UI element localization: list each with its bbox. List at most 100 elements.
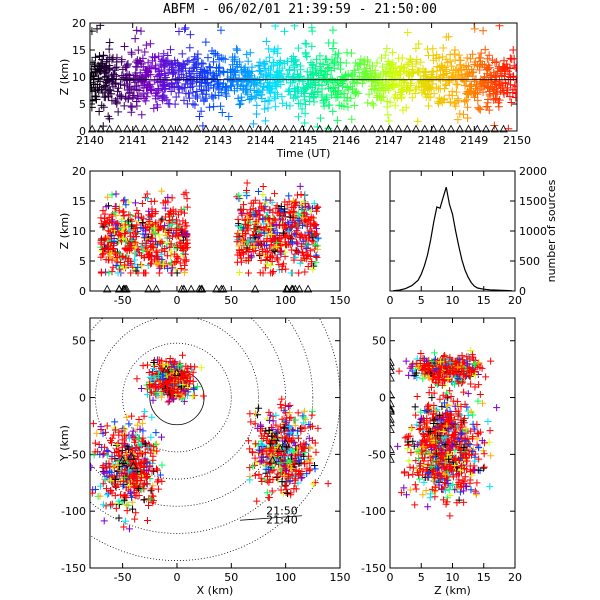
source-marker	[246, 94, 255, 103]
source-marker	[121, 92, 130, 101]
source-marker	[304, 251, 312, 259]
source-marker	[108, 191, 116, 199]
source-marker	[254, 188, 262, 196]
source-marker	[113, 253, 121, 261]
source-marker	[267, 261, 275, 269]
source-marker	[422, 487, 430, 495]
source-marker	[455, 476, 463, 484]
source-marker	[463, 360, 471, 368]
source-marker	[91, 486, 99, 494]
source-marker	[97, 214, 105, 222]
source-marker	[308, 60, 317, 69]
y-tick-label: -150	[361, 562, 386, 575]
source-marker	[371, 69, 380, 78]
source-marker	[136, 476, 144, 484]
source-marker	[311, 465, 319, 473]
source-marker	[169, 357, 177, 365]
source-marker	[161, 222, 169, 230]
source-marker	[121, 221, 129, 229]
source-marker	[427, 84, 436, 93]
source-marker	[286, 423, 294, 431]
source-marker	[176, 238, 184, 246]
source-marker	[91, 439, 99, 447]
source-marker	[259, 247, 267, 255]
source-marker	[108, 439, 116, 447]
source-marker	[299, 221, 307, 229]
source-marker	[126, 488, 134, 496]
source-marker	[440, 63, 449, 72]
source-marker	[139, 219, 147, 227]
y-tick-label: 15	[72, 195, 86, 208]
source-marker	[281, 433, 289, 441]
source-marker	[347, 115, 356, 124]
source-marker	[106, 250, 114, 258]
source-marker	[411, 89, 420, 98]
source-marker	[412, 55, 421, 64]
source-marker	[146, 39, 155, 48]
y-tick-label: 5	[79, 255, 86, 268]
source-marker	[111, 79, 120, 88]
source-marker	[294, 99, 303, 108]
source-marker	[286, 477, 294, 485]
source-marker	[301, 460, 309, 468]
source-marker	[285, 192, 293, 200]
station-marker	[219, 124, 228, 133]
source-marker	[412, 411, 420, 419]
source-marker	[311, 240, 319, 248]
source-marker	[471, 58, 480, 67]
source-marker	[179, 96, 188, 105]
station-marker	[282, 284, 292, 293]
source-marker	[164, 264, 172, 272]
source-marker	[242, 81, 251, 90]
y-tick-label: 50	[72, 335, 86, 348]
source-marker	[174, 386, 182, 394]
source-marker	[242, 256, 250, 264]
y-axis-label: number of sources	[545, 179, 558, 282]
source-marker	[174, 223, 182, 231]
source-marker	[158, 238, 166, 246]
source-marker	[396, 70, 405, 79]
source-marker	[491, 71, 500, 80]
source-marker	[159, 225, 167, 233]
source-marker	[139, 246, 147, 254]
source-marker	[306, 234, 314, 242]
source-marker	[132, 267, 140, 275]
source-marker	[390, 73, 399, 82]
source-marker	[155, 356, 163, 364]
source-marker	[129, 73, 138, 82]
source-marker	[272, 411, 280, 419]
source-marker	[312, 242, 320, 250]
source-marker	[114, 440, 122, 448]
source-marker	[301, 100, 310, 109]
source-marker	[436, 367, 444, 375]
source-marker	[423, 402, 431, 410]
source-marker	[473, 421, 481, 429]
source-marker	[266, 235, 274, 243]
source-marker	[251, 471, 259, 479]
station-marker	[118, 455, 127, 464]
source-marker	[274, 209, 282, 217]
source-marker	[98, 251, 106, 259]
source-marker	[100, 249, 108, 257]
source-marker	[486, 427, 494, 435]
source-marker	[199, 59, 208, 68]
source-marker	[109, 245, 117, 253]
source-marker	[209, 93, 218, 102]
source-marker	[266, 447, 274, 455]
source-marker	[460, 81, 469, 90]
source-marker	[174, 27, 183, 36]
source-marker	[164, 386, 172, 394]
source-marker	[268, 487, 276, 495]
source-marker	[163, 252, 171, 260]
source-marker	[306, 58, 315, 67]
source-marker	[286, 223, 294, 231]
source-marker	[492, 57, 501, 66]
source-marker	[304, 229, 312, 237]
y-tick-label: 0	[79, 392, 86, 405]
source-marker	[277, 234, 285, 242]
source-marker	[485, 106, 494, 115]
station-marker	[184, 124, 193, 133]
source-marker	[105, 269, 113, 277]
chart-title: ABFM - 06/02/01 21:39:59 - 21:50:00	[163, 2, 437, 17]
source-marker	[180, 256, 188, 264]
